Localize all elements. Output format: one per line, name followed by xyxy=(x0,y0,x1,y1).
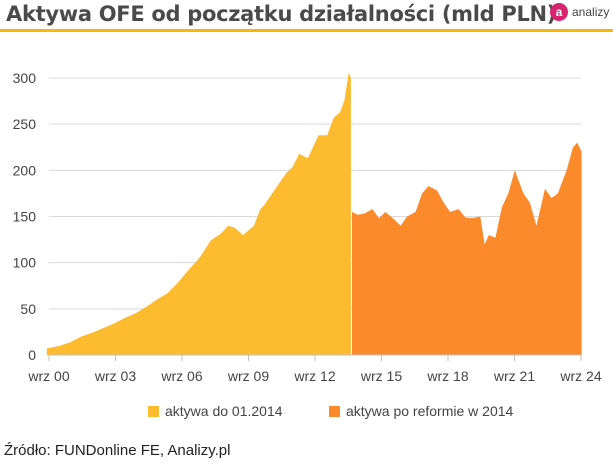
y-tick-label: 300 xyxy=(13,70,37,86)
y-tick-label: 150 xyxy=(13,209,37,225)
x-tick-label: wrz 15 xyxy=(360,368,402,384)
analizy-logo: a analizy xyxy=(550,0,609,24)
x-tick-label: wrz 03 xyxy=(94,368,136,384)
legend-swatch-series-1 xyxy=(148,405,159,417)
x-axis: wrz 00 wrz 03 wrz 06 wrz 09 wrz 12 wrz 15 wrz … xyxy=(27,354,602,384)
x-tick-label: wrz 21 xyxy=(493,368,535,384)
source-note: Źródło: FUNDonline FE, Analizy.pl xyxy=(4,442,231,459)
series-area-aktywa-do-2014 xyxy=(46,72,351,355)
y-tick-label: 50 xyxy=(20,301,36,317)
x-tick-label: wrz 09 xyxy=(227,368,269,384)
x-tick-label: wrz 18 xyxy=(426,368,468,384)
legend-label-series-2: aktywa po reformie w 2014 xyxy=(346,403,514,419)
legend-item-series-1: aktywa do 01.2014 xyxy=(148,403,283,419)
chart-title: Aktywa OFE od początku działalności (mld… xyxy=(6,2,557,26)
y-tick-label: 250 xyxy=(13,116,37,132)
x-tick-label: wrz 06 xyxy=(160,368,202,384)
x-tick-label: wrz 12 xyxy=(293,368,335,384)
legend-swatch-series-2 xyxy=(329,405,340,417)
logo-text: analizy xyxy=(572,5,610,19)
legend-label-series-1: aktywa do 01.2014 xyxy=(165,403,283,419)
y-axis-ticks: 0 50 100 150 200 250 300 xyxy=(13,70,37,363)
y-tick-label: 200 xyxy=(13,162,37,178)
x-tick-label: wrz 24 xyxy=(559,368,601,384)
x-tick-label: wrz 00 xyxy=(27,368,69,384)
series-area-aktywa-po-reformie xyxy=(352,142,582,355)
title-underline xyxy=(0,29,613,32)
logo-mark: a xyxy=(550,3,568,21)
legend-item-series-2: aktywa po reformie w 2014 xyxy=(329,403,513,419)
y-tick-label: 0 xyxy=(28,347,36,363)
y-tick-label: 100 xyxy=(13,255,37,271)
